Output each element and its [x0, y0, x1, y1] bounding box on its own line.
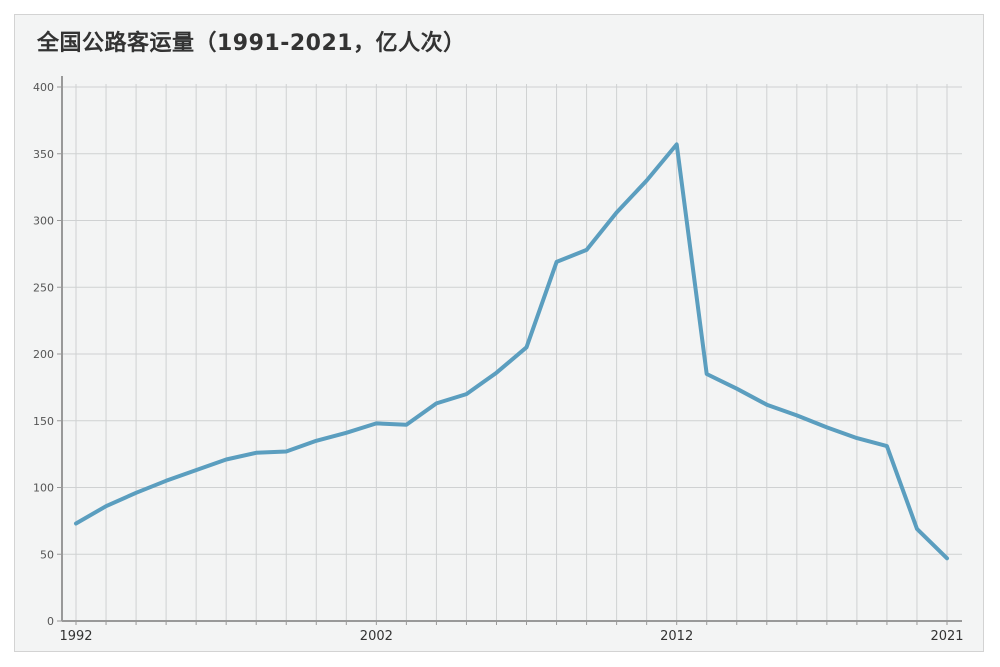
- x-tick-label: 2002: [360, 629, 393, 644]
- axes: [61, 76, 962, 622]
- y-tick-label: 350: [33, 148, 54, 161]
- grid: [62, 84, 962, 621]
- x-tick-label: 2021: [930, 629, 963, 644]
- y-tick-label: 400: [33, 81, 54, 94]
- y-tick-label: 150: [33, 415, 54, 428]
- y-tick-label: 200: [33, 348, 54, 361]
- y-tick-label: 100: [33, 482, 54, 495]
- y-tick-label: 0: [47, 615, 54, 628]
- series: [74, 142, 949, 561]
- x-tick-label: 1992: [59, 629, 92, 644]
- chart-frame: 全国公路客运量（1991-2021，亿人次）: [14, 14, 984, 652]
- y-axis-ticks: 0 50 100 150 200 250 300 350 400: [33, 81, 62, 628]
- x-tick-label: 2012: [660, 629, 693, 644]
- y-tick-label: 50: [40, 548, 54, 561]
- y-tick-label: 300: [33, 215, 54, 228]
- y-tick-label: 250: [33, 281, 54, 294]
- chart-title: 全国公路客运量（1991-2021，亿人次）: [37, 31, 466, 56]
- x-axis-ticks: 1992 2002 2012 2021: [59, 621, 964, 644]
- series-line: [74, 142, 949, 561]
